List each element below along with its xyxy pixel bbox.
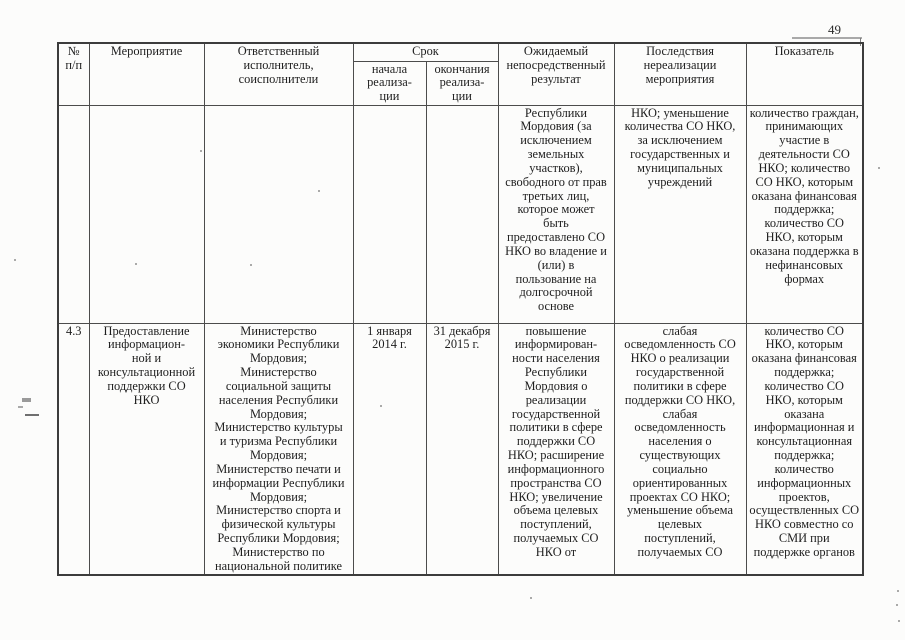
header-cell-term: Срок <box>352 42 499 62</box>
page-number: 49 <box>828 22 841 37</box>
cell-executor: Министерство экономики Республики Мордов… <box>203 322 354 576</box>
scan-smudge <box>25 414 39 416</box>
scan-speckle <box>878 167 880 169</box>
header-cell-consequences: Последствия нереализации мероприятия <box>613 42 747 106</box>
scan-speckle <box>898 620 900 622</box>
cell-num: 4.3 <box>57 322 90 576</box>
cell-term-start: 1 января 2014 г. <box>352 322 427 576</box>
cell-result: Республики Мордовия (за исключением земе… <box>497 104 615 324</box>
cell-executor <box>203 104 354 324</box>
table-row-continuation: Республики Мордовия (за исключением земе… <box>57 104 864 324</box>
header-cell-result: Ожидаемый непосредственный результат <box>497 42 615 106</box>
cell-indicator: количество СО НКО, которым оказана финан… <box>745 322 864 576</box>
cell-indicator: количество граждан, принимающих участие … <box>745 104 864 324</box>
header-cell-term-start: начала реализа- ции <box>352 60 427 106</box>
scan-speckle <box>896 604 898 606</box>
program-activities-table: № п/п Мероприятие Ответственный исполнит… <box>57 42 864 576</box>
cell-consequences: слабая осведомленность СО НКО о реализац… <box>613 322 747 576</box>
header-cell-executor: Ответственный исполнитель, соисполнители <box>203 42 354 106</box>
header-cell-num: № п/п <box>57 42 90 106</box>
header-cell-term-end: окончания реализа- ции <box>425 60 499 106</box>
header-cell-indicator: Показатель <box>745 42 864 106</box>
cell-event <box>88 104 205 324</box>
scan-smudge <box>18 406 23 408</box>
header-cell-event: Мероприятие <box>88 42 205 106</box>
scan-smudge <box>22 398 31 402</box>
cell-event: Предоставление информацион- ной и консул… <box>88 322 205 576</box>
scan-speckle <box>14 259 16 261</box>
cell-num <box>57 104 90 324</box>
cell-consequences: НКО; уменьшение количества СО НКО, за ис… <box>613 104 747 324</box>
scan-smudge <box>792 37 862 39</box>
cell-term-end: 31 декабря 2015 г. <box>425 322 499 576</box>
scan-speckle <box>530 597 532 599</box>
cell-term-end <box>425 104 499 324</box>
scan-speckle <box>897 590 899 592</box>
cell-result: повышение информирован- ности населения … <box>497 322 615 576</box>
table-row-4-3: 4.3 Предоставление информацион- ной и ко… <box>57 322 864 576</box>
cell-term-start <box>352 104 427 324</box>
